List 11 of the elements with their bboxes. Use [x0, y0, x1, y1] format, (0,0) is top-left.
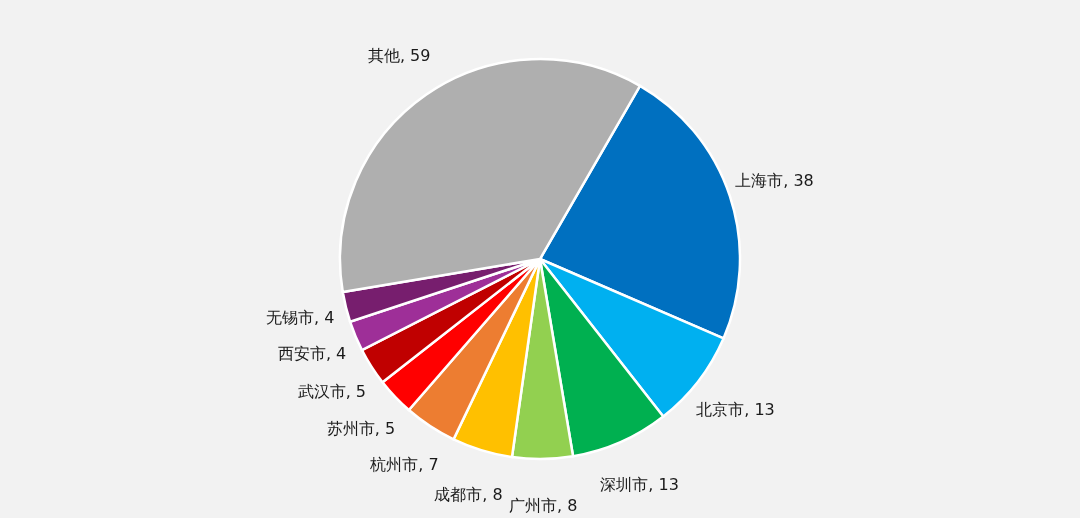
slice-label: 上海市, 38 — [735, 171, 814, 191]
slice-label: 武汉市, 5 — [297, 381, 366, 401]
slice-label: 广州市, 8 — [508, 495, 578, 515]
slice-label: 其他, 59 — [367, 46, 431, 66]
slice-label: 杭州市, 7 — [369, 455, 439, 475]
slice-label: 北京市, 13 — [696, 399, 775, 419]
slice-label: 苏州市, 5 — [326, 419, 396, 439]
slice-label: 无锡市, 4 — [266, 308, 335, 328]
slice-label: 成都市, 8 — [434, 485, 503, 505]
slice-label: 深圳市, 13 — [600, 475, 679, 495]
slice-label: 西安市, 4 — [277, 344, 347, 364]
